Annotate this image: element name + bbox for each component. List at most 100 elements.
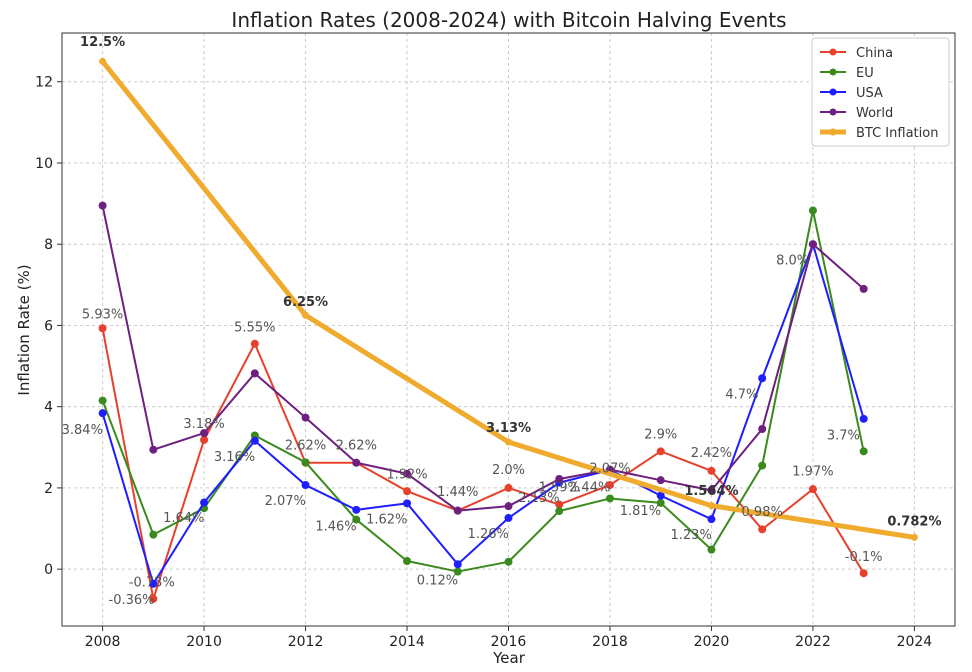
data-label: 2.07% <box>589 462 630 477</box>
data-label: 2.13% <box>518 491 559 506</box>
data-point-world <box>403 469 412 478</box>
data-label: 1.23% <box>671 528 712 543</box>
series-line-world <box>101 205 865 512</box>
legend-marker <box>829 88 837 96</box>
data-label: 2.9% <box>644 427 677 442</box>
data-point-eu <box>453 567 462 576</box>
data-point-eu <box>808 206 817 215</box>
data-label: 1.59% <box>539 480 580 495</box>
legend-marker <box>829 68 837 76</box>
data-label: 12.5% <box>80 35 125 50</box>
y-axis-label: Inflation Rate (%) <box>15 264 33 395</box>
data-label: 3.16% <box>214 450 255 465</box>
data-point-china <box>149 594 158 603</box>
data-label: 2.07% <box>265 494 306 509</box>
data-point-eu <box>758 461 767 470</box>
data-point-btc-inflation <box>505 438 512 446</box>
y-tick-label: 10 <box>35 156 53 172</box>
data-point-world <box>808 240 817 249</box>
data-label: 3.18% <box>183 417 224 432</box>
x-tick-label: 2014 <box>389 634 425 650</box>
data-point-china <box>859 569 868 578</box>
x-tick-label: 2008 <box>85 634 121 650</box>
data-point-china <box>555 500 564 509</box>
data-label: 2.42% <box>691 446 732 461</box>
data-label: 5.93% <box>82 307 123 322</box>
data-point-usa <box>859 414 868 423</box>
x-tick-label: 2024 <box>897 634 933 650</box>
legend-label: China <box>856 46 893 61</box>
data-label: 3.84% <box>62 423 103 438</box>
data-point-world <box>250 369 259 378</box>
data-point-world <box>758 425 767 434</box>
data-point-usa <box>504 513 513 522</box>
x-tick-label: 2018 <box>592 634 628 650</box>
data-point-eu <box>301 458 310 467</box>
data-point-china <box>98 324 107 333</box>
chart-title: Inflation Rates (2008-2024) with Bitcoin… <box>231 8 786 32</box>
data-point-usa <box>656 491 665 500</box>
series-lines <box>98 57 918 603</box>
data-point-usa <box>707 515 716 524</box>
data-label: 5.55% <box>234 321 275 336</box>
data-point-eu <box>504 557 513 566</box>
data-point-btc-inflation <box>910 533 918 541</box>
data-label: 0.12% <box>417 573 458 588</box>
data-point-eu <box>656 498 665 507</box>
legend-box <box>811 37 950 147</box>
data-point-eu <box>403 557 412 566</box>
data-point-eu <box>605 494 614 503</box>
data-point-world <box>656 476 665 485</box>
y-tick-label: 12 <box>35 75 53 91</box>
data-point-china <box>250 339 259 348</box>
data-label: 3.7% <box>827 428 860 443</box>
data-point-world <box>149 445 158 454</box>
data-point-world <box>352 458 361 467</box>
data-label: 1.46% <box>315 519 356 534</box>
legend-label: USA <box>856 86 883 101</box>
data-point-eu <box>707 545 716 554</box>
legend-marker <box>829 128 837 136</box>
x-tick-label: 2012 <box>288 634 324 650</box>
data-label: 1.92% <box>386 467 427 482</box>
legend-marker <box>829 48 837 56</box>
data-point-china <box>656 447 665 456</box>
legend-label: EU <box>856 66 874 81</box>
axis-ticks: 2008 2010 2012 2014 2016 2018 2020 2022 2024 0 2 4 6… <box>35 75 932 650</box>
data-point-usa <box>98 409 107 418</box>
data-point-china <box>605 481 614 490</box>
data-label: 1.64% <box>163 511 204 526</box>
x-axis-label: Year <box>492 649 526 667</box>
data-label: 2.44% <box>569 480 610 495</box>
y-tick-label: 4 <box>44 400 53 416</box>
data-point-world <box>301 413 310 422</box>
data-point-world <box>453 506 462 515</box>
data-point-usa <box>149 579 158 588</box>
data-point-btc-inflation <box>302 311 310 319</box>
x-tick-label: 2020 <box>694 634 730 650</box>
x-tick-label: 2016 <box>491 634 527 650</box>
data-label: 8.0% <box>776 254 809 269</box>
series-line-china <box>101 328 865 600</box>
data-label: 1.97% <box>792 464 833 479</box>
data-point-world <box>200 429 209 438</box>
data-point-world <box>98 201 107 210</box>
data-point-world <box>555 474 564 483</box>
y-tick-label: 2 <box>44 481 53 497</box>
data-point-world <box>707 486 716 495</box>
data-label: 0.782% <box>887 514 941 529</box>
data-point-eu <box>98 396 107 405</box>
data-label: 3.13% <box>486 421 531 436</box>
y-tick-label: 6 <box>44 318 53 334</box>
data-label: 1.81% <box>620 504 661 519</box>
data-point-btc-inflation <box>99 57 107 65</box>
data-point-china <box>403 487 412 496</box>
data-point-btc-inflation <box>707 502 715 510</box>
series-line-usa <box>101 243 865 585</box>
data-label: -0.73% <box>129 575 175 590</box>
data-point-eu <box>859 447 868 456</box>
legend-label: BTC Inflation <box>856 126 938 141</box>
annotations: 12.5% 6.25% 3.13% 1.564% 0.782% 5.93% 3.84% -0.… <box>62 35 942 608</box>
data-label: 2.0% <box>492 463 525 478</box>
